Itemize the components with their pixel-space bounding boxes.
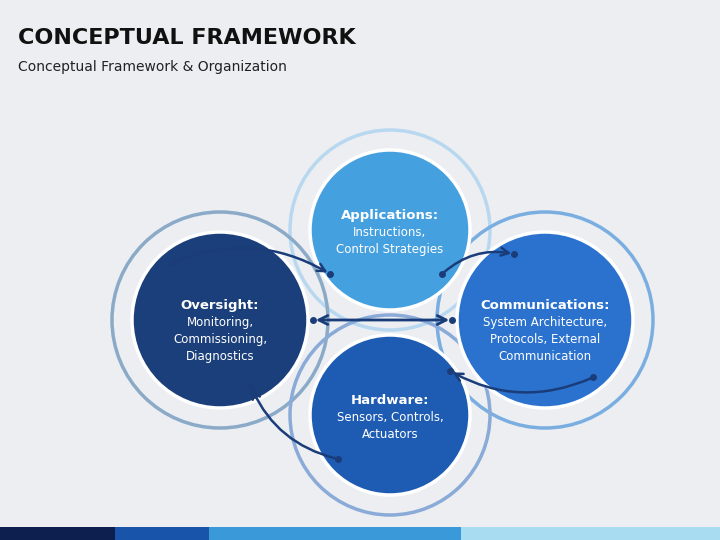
FancyArrowPatch shape [319, 315, 446, 325]
Text: CONCEPTUAL FRAMEWORK: CONCEPTUAL FRAMEWORK [18, 28, 356, 48]
Text: Hardware:: Hardware: [351, 394, 429, 407]
Text: Sensors, Controls,
Actuators: Sensors, Controls, Actuators [337, 411, 444, 441]
Bar [0, 527, 115, 540]
Text: Applications:: Applications: [341, 209, 439, 222]
Ellipse shape [457, 232, 633, 408]
Ellipse shape [310, 150, 470, 310]
Ellipse shape [132, 232, 308, 408]
FancyArrowPatch shape [174, 248, 325, 271]
Text: Instructions,
Control Strategies: Instructions, Control Strategies [336, 226, 444, 256]
Ellipse shape [310, 335, 470, 495]
Text: Oversight:: Oversight: [181, 299, 259, 312]
FancyArrowPatch shape [253, 391, 336, 458]
Bar [461, 527, 720, 540]
Text: System Architecture,
Protocols, External
Communication: System Architecture, Protocols, External… [483, 316, 607, 363]
Text: Conceptual Framework & Organization: Conceptual Framework & Organization [18, 60, 287, 74]
Text: Monitoring,
Commissioning,
Diagnostics: Monitoring, Commissioning, Diagnostics [173, 316, 267, 363]
FancyArrowPatch shape [455, 374, 591, 393]
Text: Communications:: Communications: [480, 299, 610, 312]
FancyArrowPatch shape [444, 248, 509, 272]
Bar [115, 527, 209, 540]
Bar [209, 527, 461, 540]
